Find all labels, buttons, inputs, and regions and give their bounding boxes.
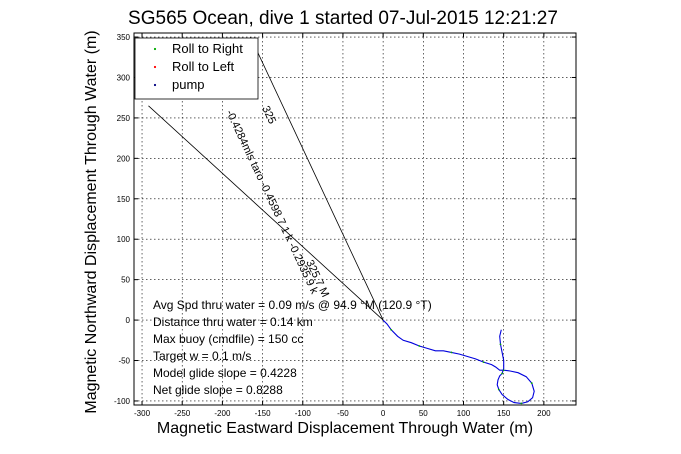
axis-ticks: -300 -250 -200 -150 -100 -50 0 50 100 150 200 -100 -… (114, 33, 576, 418)
roll-right-point (499, 343, 502, 346)
roll-right-point (497, 388, 500, 391)
glide-guide-line (148, 105, 384, 321)
guide-lines (148, 36, 384, 321)
y-tick-label: 250 (117, 114, 131, 123)
x-tick-label: -300 (134, 409, 151, 418)
x-tick-label: 0 (381, 409, 386, 418)
y-tick-label: 0 (126, 316, 131, 325)
legend-marker (153, 47, 157, 51)
y-tick-label: 150 (117, 195, 131, 204)
x-tick-label: 50 (419, 409, 428, 418)
stat-line: Net glide slope = 0.8288 (153, 383, 283, 397)
roll-right-point (530, 382, 533, 385)
stat-line: Avg Spd thru water = 0.09 m/s @ 94.9 °M … (153, 298, 432, 312)
stat-line: Model glide slope = 0.4228 (153, 366, 297, 380)
roll-right-point (482, 361, 485, 364)
x-tick-label: -200 (214, 409, 231, 418)
x-tick-label: -100 (295, 409, 312, 418)
roll-right-point (501, 372, 503, 375)
chart-title: SG565 Ocean, dive 1 started 07-Jul-2015 … (128, 8, 558, 29)
roll-right-point (390, 328, 393, 331)
roll-right-point (520, 402, 523, 405)
legend-entry: Roll to Right (172, 41, 243, 56)
y-tick-label: 100 (117, 235, 131, 244)
x-tick-label: 150 (497, 409, 511, 418)
legend: Roll to Right Roll to Left pump (134, 37, 259, 100)
roll-right-point (502, 369, 505, 372)
x-tick-label: -150 (255, 409, 272, 418)
track-line (382, 319, 535, 404)
roll-right-point (450, 351, 453, 354)
legend-entry: Roll to Left (172, 59, 235, 74)
x-tick-label: 100 (457, 409, 471, 418)
y-tick-label: 300 (117, 73, 131, 82)
y-axis-label: Magnetic Northward Displacement Through … (83, 30, 100, 413)
stat-line: Distance thru water = 0.14 km (153, 315, 313, 329)
stats-annotations: Avg Spd thru water = 0.09 m/s @ 94.9 °M … (153, 298, 432, 397)
y-tick-label: 350 (117, 33, 131, 42)
y-tick-label: -100 (114, 397, 131, 406)
x-tick-label: -50 (337, 409, 349, 418)
y-tick-label: 50 (121, 276, 130, 285)
x-tick-label: 200 (537, 409, 551, 418)
grid-lines (134, 33, 576, 405)
glide-guide-line (250, 36, 384, 321)
y-tick-label: -50 (118, 357, 130, 366)
plot-frame (133, 32, 577, 406)
stat-line: Max buoy (cmdfile) = 150 cc (153, 332, 303, 346)
y-tick-label: 200 (117, 154, 131, 163)
legend-entry: pump (172, 77, 205, 92)
x-axis-label: Magnetic Eastward Displacement Through W… (157, 420, 533, 437)
legend-marker (153, 83, 157, 87)
stat-line: Target w = 0.1 m/s (153, 349, 251, 363)
legend-marker (153, 65, 157, 69)
roll-right-point (418, 345, 421, 347)
track-layer (382, 319, 535, 405)
x-tick-label: -250 (174, 409, 191, 418)
